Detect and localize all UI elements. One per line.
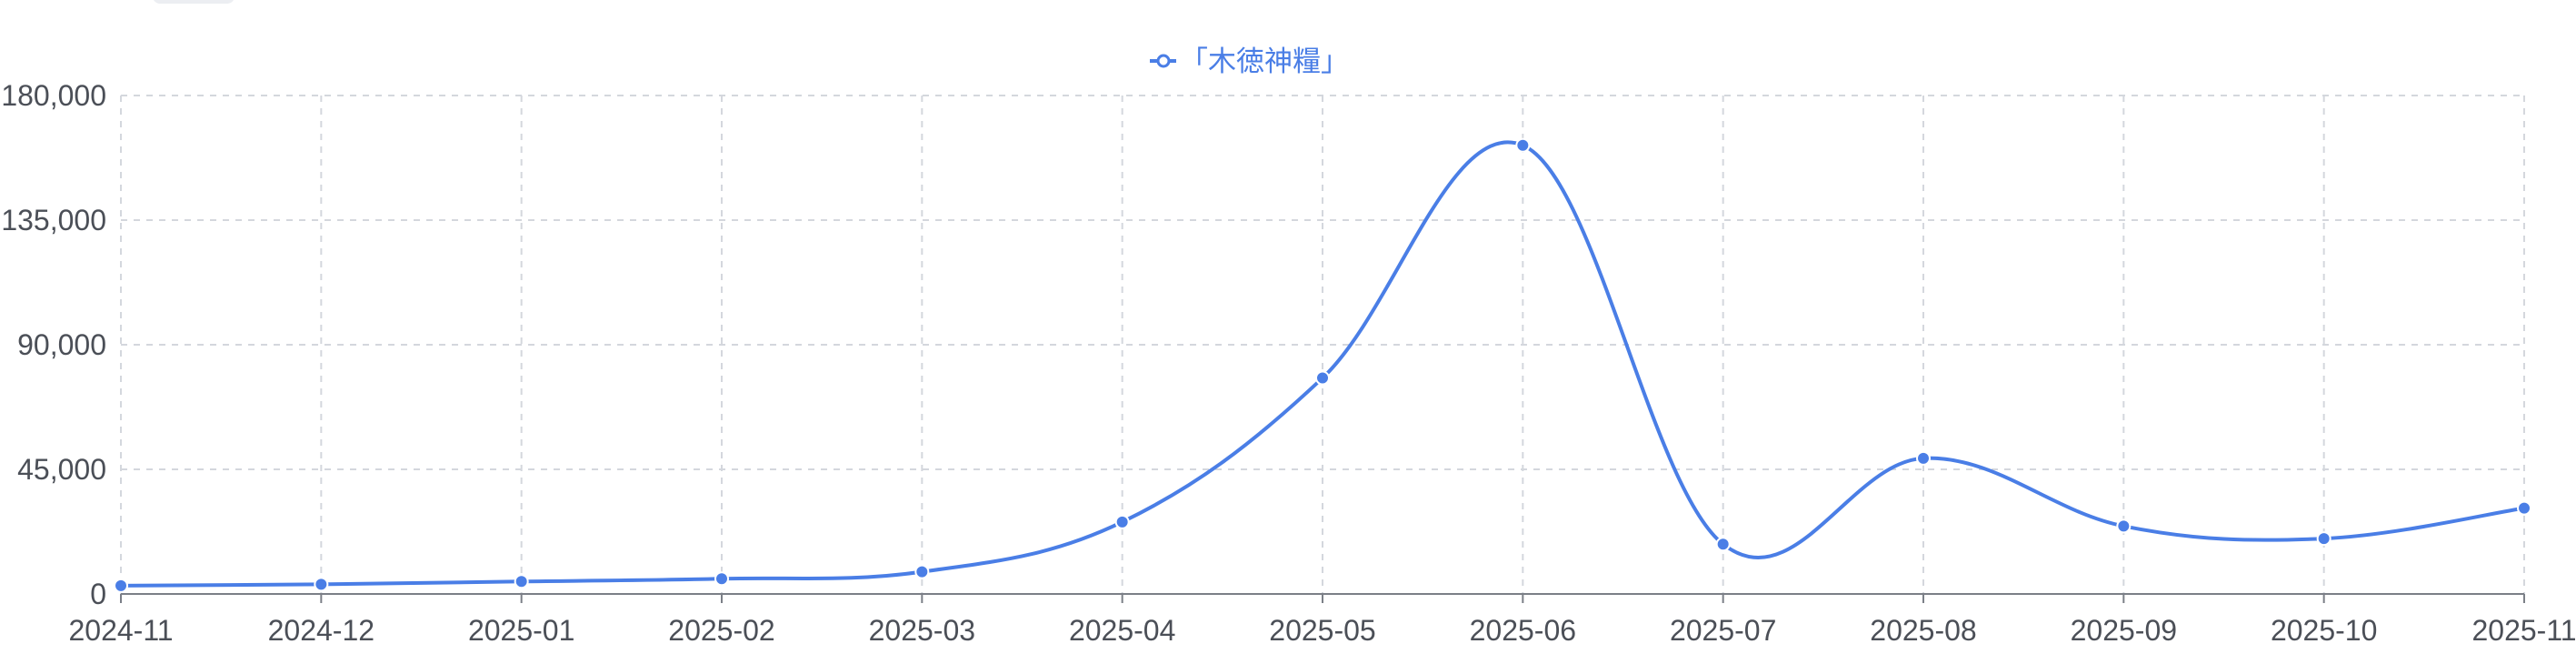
y-tick-label: 0: [90, 578, 106, 610]
x-tick-label: 2025-07: [1670, 614, 1776, 647]
legend-series-label[interactable]: 「木徳神糧」: [1180, 45, 1349, 78]
data-point[interactable]: [1315, 370, 1330, 386]
x-tick-label: 2025-10: [2271, 614, 2377, 647]
data-point[interactable]: [2316, 531, 2331, 547]
x-tick-label: 2025-09: [2071, 614, 2177, 647]
grid-layer: [120, 95, 2525, 594]
data-point[interactable]: [514, 574, 529, 589]
x-tick-label: 2025-03: [869, 614, 975, 647]
x-tick-label: 2025-02: [668, 614, 774, 647]
x-tick-label: 2024-12: [268, 614, 374, 647]
data-point[interactable]: [314, 577, 329, 592]
x-tick-label: 2024-11: [68, 614, 173, 647]
x-tick-label: 2025-04: [1069, 614, 1175, 647]
data-point[interactable]: [714, 571, 729, 587]
x-tick-label: 2025-05: [1269, 614, 1375, 647]
y-tick-label: 90,000: [17, 328, 106, 361]
last-data-point[interactable]: [2517, 500, 2531, 516]
data-point[interactable]: [2116, 518, 2132, 534]
data-point[interactable]: [914, 564, 930, 579]
data-point[interactable]: [1715, 537, 1731, 552]
y-tick-label: 45,000: [17, 453, 106, 486]
series-layer: [114, 137, 2531, 593]
x-tick-label: 2025-01: [468, 614, 574, 647]
series-line: [119, 140, 2526, 588]
legend[interactable]: 「木徳神糧」: [1150, 45, 1349, 78]
top-tab-fragment: [153, 0, 235, 4]
y-tick-label: 180,000: [1, 79, 106, 112]
legend-marker-icon: [1156, 54, 1171, 68]
x-tick-label: 2025-08: [1870, 614, 1976, 647]
data-point[interactable]: [1916, 450, 1931, 466]
data-point[interactable]: [1114, 514, 1130, 529]
data-point[interactable]: [1515, 137, 1531, 153]
axis-layer: 0 45,000 90,000 135,000 180,000 2024-11 2024-1…: [1, 79, 2576, 647]
x-tick-label: 2025-11: [2471, 614, 2576, 647]
y-tick-label: 135,000: [1, 204, 106, 236]
x-tick-label: 2025-06: [1470, 614, 1576, 647]
data-point[interactable]: [114, 578, 128, 593]
